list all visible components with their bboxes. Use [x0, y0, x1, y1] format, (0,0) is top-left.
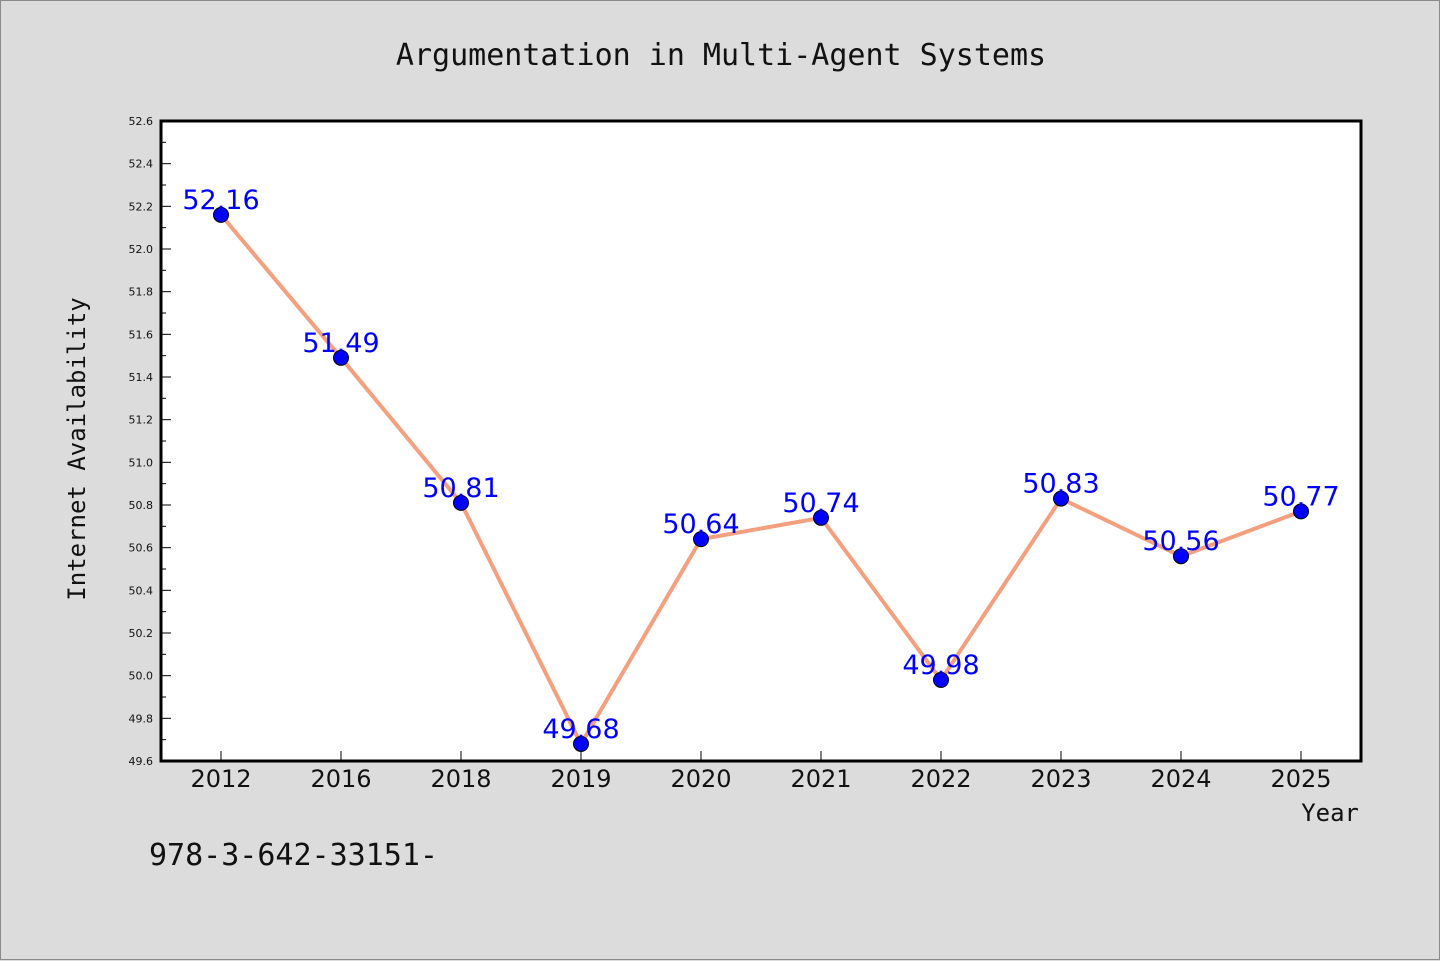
y-tick-label: 51.0: [129, 456, 154, 469]
series-line: [219, 212, 1303, 746]
x-tick-label: 2018: [430, 765, 491, 793]
data-point-marker: [933, 671, 949, 688]
data-label: 50.81: [422, 473, 499, 504]
chart-title: Argumentation in Multi-Agent Systems: [396, 38, 1046, 73]
data-label: 49.98: [902, 650, 979, 681]
x-axis-title: Year: [1301, 799, 1359, 827]
footer-code: 978-3-642-33151-: [149, 838, 438, 873]
data-label: 50.64: [662, 509, 739, 540]
y-tick-label: 50.4: [129, 584, 154, 597]
y-tick-label: 50.8: [129, 499, 154, 512]
x-tick-label: 2023: [1030, 765, 1091, 793]
data-label: 50.77: [1262, 481, 1339, 512]
y-tick-label: 51.8: [129, 286, 154, 299]
y-tick-label: 52.2: [129, 200, 154, 213]
y-tick-label: 51.4: [129, 371, 154, 384]
x-tick-label: 2021: [790, 765, 851, 793]
x-axis: 2012 2016 2018 2019 2020 2021 2022 2023 2024 2025: [190, 751, 1332, 793]
data-point-marker: [213, 206, 229, 223]
y-tick-label: 50.0: [129, 670, 154, 683]
data-point-marker: [333, 349, 349, 366]
data-label: 49.68: [542, 714, 619, 745]
y-tick-label: 49.6: [129, 755, 154, 768]
y-axis-title: Internet Availability: [63, 297, 91, 600]
plot-border: [159, 119, 1363, 763]
y-axis: 49.6 49.8 50.0 50.2 50.4 50.6 50.8 51.0 51.2 51.4…: [129, 115, 171, 768]
x-tick-label: 2024: [1150, 765, 1211, 793]
data-point-marker: [453, 494, 469, 511]
data-point-marker: [813, 509, 829, 526]
y-tick-label: 50.6: [129, 542, 154, 555]
data-point-marker: [1053, 490, 1069, 507]
y-tick-label: 51.6: [129, 328, 154, 341]
x-tick-label: 2022: [910, 765, 971, 793]
data-label: 50.83: [1022, 469, 1099, 500]
data-point-marker: [1173, 548, 1189, 565]
x-tick-label: 2016: [310, 765, 371, 793]
plot-area: [161, 121, 1361, 761]
x-tick-label: 2025: [1270, 765, 1331, 793]
x-tick-label: 2019: [550, 765, 611, 793]
y-tick-label: 52.4: [129, 158, 154, 171]
y-tick-label: 52.0: [129, 243, 154, 256]
y-tick-label: 50.2: [129, 627, 154, 640]
x-tick-label: 2012: [190, 765, 251, 793]
data-label: 52.16: [182, 185, 259, 216]
data-label: 51.49: [302, 328, 379, 359]
data-label: 50.56: [1142, 526, 1219, 557]
x-tick-label: 2020: [670, 765, 731, 793]
data-point-marker: [573, 735, 589, 752]
series-layer: 52.16 51.49 50.81 49.68 50.64 50.74 49.98 50.83…: [182, 185, 1340, 752]
data-point-marker: [1293, 503, 1309, 520]
data-point-marker: [693, 531, 709, 548]
data-label: 50.74: [782, 488, 859, 519]
y-tick-label: 51.2: [129, 414, 154, 427]
y-tick-label: 49.8: [129, 712, 154, 725]
y-tick-label: 52.6: [129, 115, 154, 128]
